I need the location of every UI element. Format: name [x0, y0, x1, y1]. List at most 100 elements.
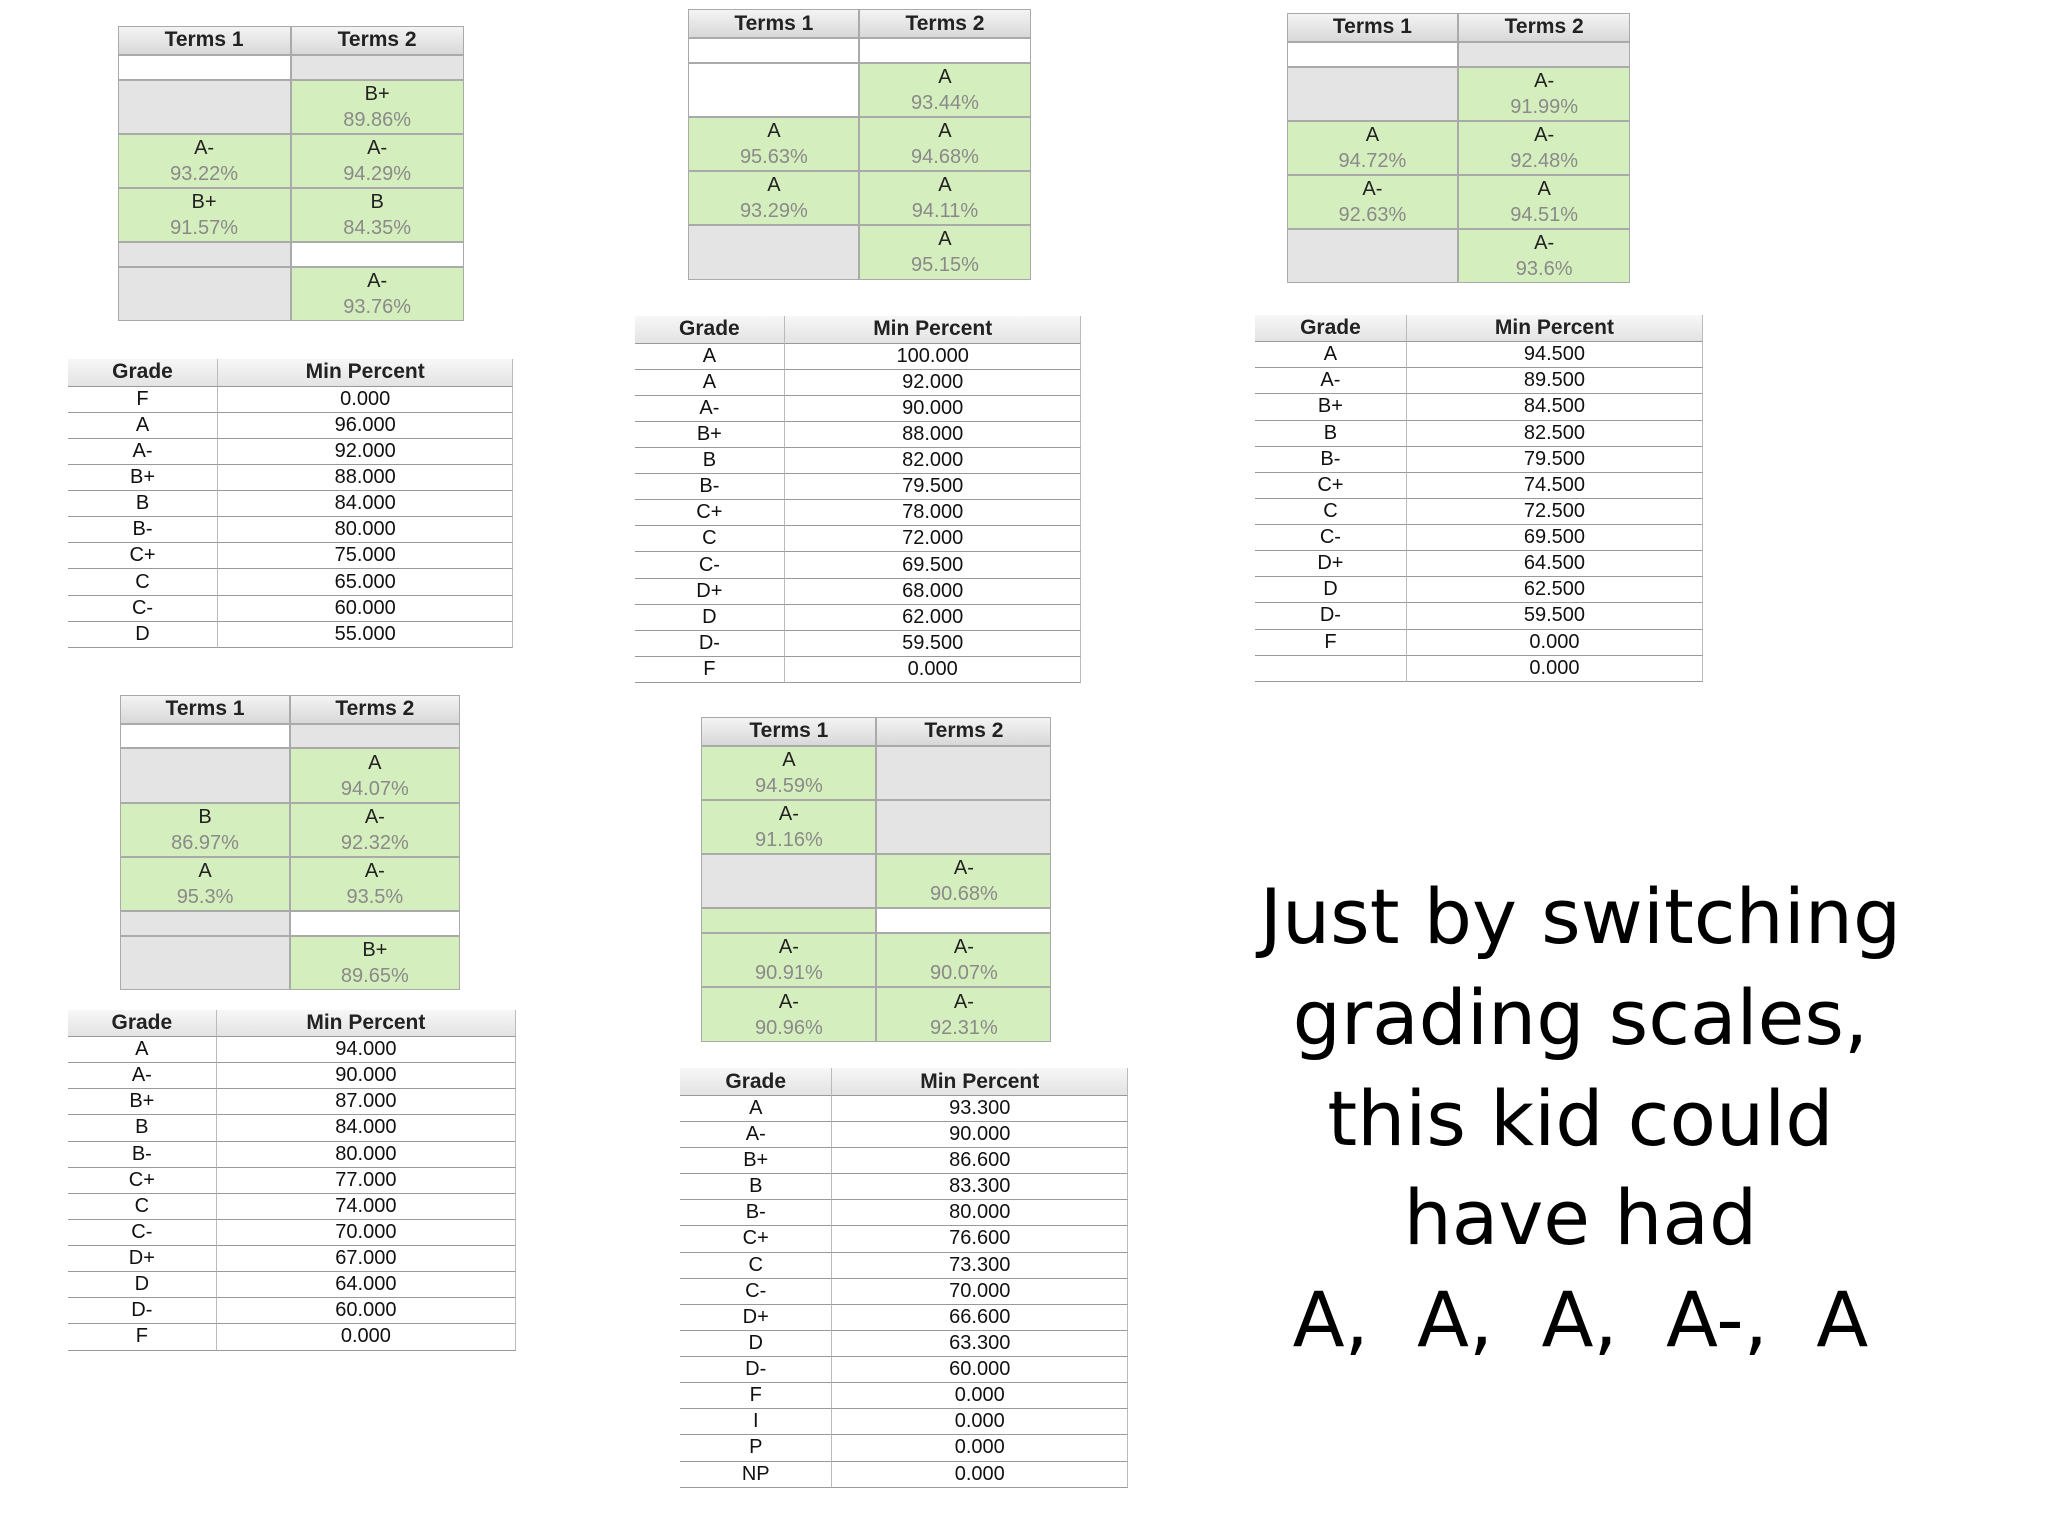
scale-cell: D [1255, 577, 1407, 604]
scale-cell: 76.600 [832, 1226, 1129, 1253]
scale-cell: B [67, 1115, 217, 1142]
cell-grade: A- [1534, 232, 1555, 255]
cell-percent: 94.68% [911, 145, 979, 168]
cell-percent: 92.63% [1338, 204, 1407, 227]
scale-cell: 60.000 [216, 1298, 516, 1325]
scale-cell: 67.000 [216, 1246, 516, 1273]
terms-cell: A 94.11% [859, 171, 1031, 226]
cell-percent: 93.44% [911, 91, 979, 114]
cell-percent: 95.63% [739, 145, 808, 168]
terms-cell: A 95.15% [859, 225, 1031, 280]
cell-grade: A [782, 748, 796, 771]
terms-header: Terms 2 [290, 26, 464, 55]
terms-header: Terms 1 [701, 717, 877, 746]
scale-cell: 90.000 [832, 1121, 1129, 1149]
scale-cell: A [634, 343, 785, 370]
scale-cell: 93.300 [832, 1095, 1129, 1122]
scale-cell: 84.500 [1406, 394, 1704, 421]
scale-cell: A [67, 1037, 217, 1064]
scale-cell: F [634, 656, 785, 684]
terms-cell [876, 800, 1052, 855]
cell-percent: 89.86% [343, 108, 412, 131]
message-line: grading scales, [1292, 973, 1869, 1063]
scale-cell: C- [67, 1219, 217, 1247]
scale-cell: 90.000 [216, 1063, 516, 1090]
cell-percent: 90.91% [754, 962, 823, 985]
scale-cell: 69.500 [784, 552, 1082, 579]
scale-cell: 82.500 [1406, 420, 1704, 447]
scale-cell: 92.000 [218, 438, 514, 465]
scale-cell: C+ [1255, 472, 1407, 499]
cell-grade: A- [953, 857, 974, 880]
terms-cell [117, 242, 291, 268]
terms-cell: A- 94.29% [290, 133, 464, 189]
terms-cell: A 94.68% [859, 116, 1031, 172]
scale-cell: C+ [67, 543, 219, 570]
scale-cell: 60.000 [218, 595, 514, 622]
cell-grade: B+ [191, 191, 217, 214]
scale-cell: 70.000 [832, 1278, 1129, 1305]
scale-cell: 82.000 [784, 448, 1082, 475]
scale-cell: D [634, 604, 785, 631]
scale-header: Min Percent [1406, 314, 1704, 343]
terms-cell: A 94.72% [1286, 120, 1459, 176]
cell-percent: 90.68% [929, 883, 998, 906]
terms-cell: A 93.29% [688, 171, 860, 226]
terms-cell [688, 37, 860, 63]
scale-cell: C+ [67, 1167, 217, 1194]
scale-cell: 73.300 [832, 1252, 1129, 1279]
cell-grade: A- [367, 270, 388, 293]
scale-cell: A- [1255, 368, 1407, 395]
scale-cell: F [67, 386, 219, 413]
cell-percent: 95.3% [176, 885, 234, 908]
scale-cell: 89.500 [1406, 368, 1704, 395]
terms-cell: A 93.44% [859, 62, 1031, 117]
cell-percent: 94.29% [343, 162, 412, 185]
scale-cell: 88.000 [218, 464, 514, 492]
cell-percent: 94.51% [1510, 204, 1579, 227]
scale-cell: B [634, 448, 785, 475]
terms-header: Terms 2 [289, 694, 460, 724]
terms-cell: A 95.3% [120, 856, 290, 912]
scale-cell: D [67, 1272, 217, 1299]
terms-cell: B+ 89.65% [289, 935, 460, 991]
terms-cell: A- 90.68% [876, 854, 1052, 909]
terms-cell [117, 267, 291, 322]
scale-cell: 84.000 [216, 1115, 516, 1142]
terms-cell [120, 748, 290, 803]
cell-percent: 93.22% [170, 162, 238, 185]
cell-grade: A [767, 119, 781, 142]
terms-cell: A 95.63% [688, 116, 860, 172]
scale-cell: 69.500 [1406, 525, 1704, 552]
terms-cell: B+ 91.57% [117, 188, 291, 243]
scale-cell: 72.500 [1406, 498, 1704, 526]
cell-percent: 92.48% [1510, 149, 1579, 172]
scale-cell: F [67, 1324, 217, 1351]
terms-cell [120, 935, 290, 991]
scale-cell: A- [67, 438, 219, 465]
scale-cell: 60.000 [832, 1357, 1129, 1384]
scale-cell: B- [67, 1141, 217, 1168]
scale-cell: P [680, 1435, 832, 1462]
terms-cell [289, 911, 460, 936]
scale-cell: D- [67, 1298, 217, 1325]
terms-cell [290, 54, 464, 80]
scale-cell: C- [1255, 525, 1407, 552]
cell-percent: 90.07% [929, 962, 998, 985]
cell-percent: 93.29% [739, 200, 808, 223]
scale-header: Grade [680, 1068, 832, 1096]
scale-cell: C+ [634, 500, 785, 527]
scale-cell: B [680, 1174, 832, 1201]
cell-grade: B+ [362, 938, 388, 961]
scale-cell: B+ [680, 1148, 832, 1175]
scale-cell: A [1255, 342, 1407, 369]
scale-cell: 0.000 [784, 656, 1082, 684]
terms-cell [1286, 229, 1459, 284]
terms-cell: A- 92.48% [1458, 120, 1631, 176]
terms-cell: B+ 89.86% [290, 79, 464, 134]
scale-cell: 96.000 [218, 412, 514, 439]
scale-cell: D- [1255, 603, 1407, 630]
cell-percent: 86.97% [171, 831, 239, 854]
cell-grade: A [1537, 178, 1551, 201]
